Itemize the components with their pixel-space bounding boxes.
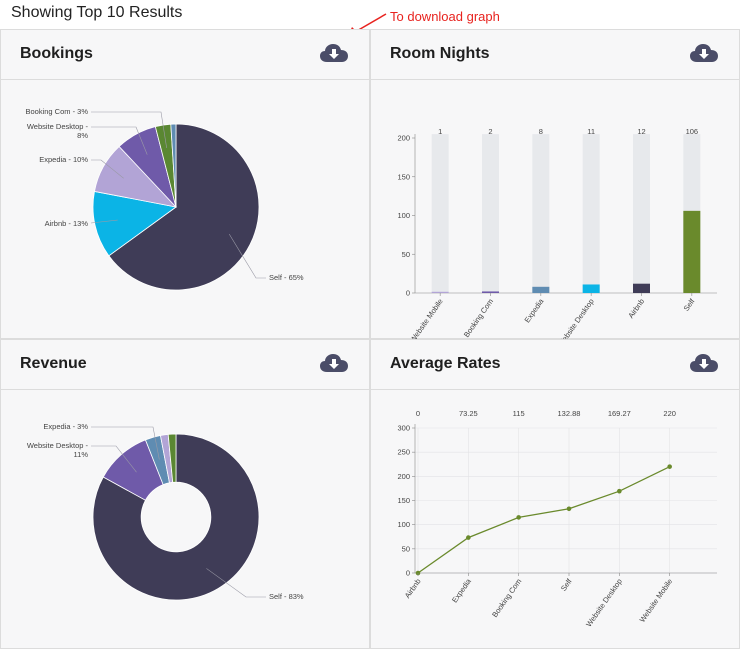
data-label: 220 bbox=[663, 409, 676, 418]
x-tick-label: Expedia bbox=[523, 296, 546, 324]
pie-slice-self bbox=[92, 433, 260, 601]
pie-label: Booking Com - 3% bbox=[25, 107, 88, 116]
pie-label: Airbnb - 13% bbox=[45, 219, 89, 228]
average-rates-panel: Average Rates 0 50 100 150 200 250 300 0 Airbnb 7… bbox=[370, 339, 740, 649]
pie-label-line bbox=[91, 159, 124, 179]
average-rates-line-chart: 0501001502002503000Airbnb73.25Expedia115… bbox=[397, 409, 717, 628]
revenue-panel: Revenue Self - 83% Website Desktop -11% Ex… bbox=[0, 339, 370, 649]
cloud-download-icon[interactable] bbox=[319, 42, 349, 66]
panel-title: Room Nights bbox=[390, 45, 490, 62]
revenue-donut-chart: Self - 83% Website Desktop -11% Expedia - … bbox=[27, 422, 304, 601]
y-tick-label: 200 bbox=[397, 472, 410, 481]
line-series bbox=[417, 466, 670, 574]
line-point-self bbox=[566, 506, 572, 512]
bar-background bbox=[532, 134, 550, 293]
panel-header: Revenue bbox=[1, 340, 369, 390]
bar-background bbox=[431, 134, 449, 293]
bookings-pie-chart: Self - 65% Airbnb - 13% Expedia - 10% Websi… bbox=[25, 107, 304, 291]
data-label: 11 bbox=[587, 127, 595, 136]
pie-label-line bbox=[91, 426, 160, 460]
pie-slice-airbnb bbox=[92, 190, 177, 257]
bar-background bbox=[633, 134, 650, 293]
pie-label-line bbox=[90, 219, 118, 224]
pie-label-line bbox=[91, 445, 137, 473]
bar-self bbox=[683, 210, 701, 293]
x-tick-label: Booking Com bbox=[462, 297, 495, 339]
x-tick-label: Airbnb bbox=[626, 297, 646, 320]
bar-airbnb bbox=[633, 283, 650, 293]
page-title: Showing Top 10 Results bbox=[11, 4, 183, 21]
x-tick-label: Booking Com bbox=[490, 577, 523, 619]
x-tick-label: Website Desktop bbox=[556, 297, 596, 339]
bar-website-desktop bbox=[582, 284, 600, 293]
y-tick-label: 150 bbox=[397, 172, 410, 181]
data-label: 12 bbox=[637, 127, 645, 136]
panel-title: Bookings bbox=[20, 45, 93, 62]
y-tick-label: 300 bbox=[397, 424, 410, 433]
pie-slice-website-mobile bbox=[170, 123, 177, 208]
panel-header: Bookings bbox=[1, 30, 369, 80]
data-label: 8 bbox=[539, 127, 543, 136]
x-tick-label: Self bbox=[682, 296, 697, 312]
line-point-expedia bbox=[466, 535, 471, 540]
y-tick-label: 200 bbox=[397, 134, 410, 143]
pie-slice-self bbox=[108, 123, 260, 291]
cloud-download-icon[interactable] bbox=[689, 42, 719, 66]
pie-label: Expedia - 10% bbox=[39, 155, 88, 164]
data-label: 0 bbox=[416, 409, 420, 418]
room-nights-bar-chart: 0 50 100 150 200 1 Website Mobile 2 Booking Com 8… bbox=[397, 127, 717, 339]
y-tick-label: 100 bbox=[397, 211, 410, 220]
panel-title: Average Rates bbox=[390, 355, 501, 372]
panel-header: Room Nights bbox=[371, 30, 739, 80]
line-point-website-desktop bbox=[617, 488, 622, 494]
pie-label: Self - 83% bbox=[269, 592, 304, 601]
x-tick-label: Website Mobile bbox=[408, 297, 445, 339]
bar-background bbox=[482, 134, 499, 293]
data-label: 106 bbox=[686, 127, 699, 136]
x-tick-label: Expedia bbox=[450, 576, 473, 604]
bar-expedia bbox=[532, 286, 550, 293]
y-tick-label: 0 bbox=[406, 569, 410, 578]
data-label: 73.25 bbox=[459, 409, 478, 418]
x-tick-label: Website Mobile bbox=[638, 577, 675, 624]
pie-label: Self - 65% bbox=[269, 273, 304, 282]
pie-label-line bbox=[206, 568, 266, 598]
data-label: 169.27 bbox=[608, 409, 631, 418]
line-point-website-mobile bbox=[667, 464, 672, 469]
panel-title: Revenue bbox=[20, 355, 87, 372]
panel-header: Average Rates bbox=[371, 340, 739, 390]
y-tick-label: 250 bbox=[397, 448, 410, 457]
pie-label: Website Desktop -8% bbox=[27, 122, 89, 140]
data-label: 2 bbox=[488, 127, 492, 136]
data-label: 132.88 bbox=[558, 409, 581, 418]
y-tick-label: 50 bbox=[402, 250, 410, 259]
download-annotation: To download graph bbox=[390, 9, 500, 24]
bar-booking-com bbox=[482, 291, 499, 293]
y-tick-label: 50 bbox=[402, 544, 410, 553]
line-point-booking-com bbox=[516, 515, 521, 520]
y-tick-label: 150 bbox=[397, 496, 410, 505]
pie-label-line bbox=[91, 111, 167, 149]
cloud-download-icon[interactable] bbox=[689, 352, 719, 376]
y-tick-label: 100 bbox=[397, 520, 410, 529]
pie-label-line bbox=[91, 126, 148, 155]
bar-website-mobile bbox=[431, 291, 449, 293]
bookings-panel: Bookings Self - 65% Airbnb - 13% Expedia -… bbox=[0, 29, 370, 339]
x-tick-label: Website Desktop bbox=[584, 577, 624, 628]
x-tick-label: Self bbox=[559, 576, 574, 592]
cloud-download-icon[interactable] bbox=[319, 352, 349, 376]
x-tick-label: Airbnb bbox=[403, 577, 423, 600]
data-label: 1 bbox=[438, 127, 442, 136]
bar-background bbox=[582, 134, 600, 293]
pie-label: Expedia - 3% bbox=[43, 422, 88, 431]
y-tick-label: 0 bbox=[406, 289, 410, 298]
pie-slice-airbnb bbox=[167, 433, 177, 483]
pie-label-line bbox=[228, 233, 266, 279]
pie-label: Website Desktop -11% bbox=[27, 441, 89, 459]
room-nights-panel: Room Nights 0 50 100 150 200 1 Website Mobile 2… bbox=[370, 29, 740, 339]
data-label: 115 bbox=[513, 409, 525, 418]
